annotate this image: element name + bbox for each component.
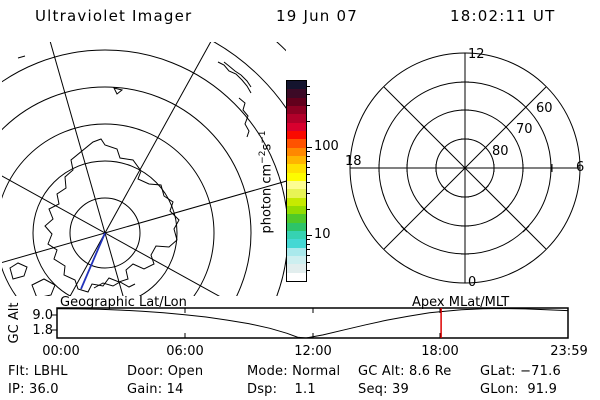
gc-alt-curve: [56, 307, 568, 339]
mlat-label-60: 60: [536, 101, 553, 116]
spacecraft-track-line: [80, 232, 106, 290]
header-time: 18:02:11 UT: [450, 7, 556, 25]
mlt-spoke-lines: [350, 53, 580, 283]
status-seq: Seq: 39: [358, 382, 409, 397]
geo-panel-caption: Geographic Lat/Lon: [60, 295, 187, 310]
latitude-circles: [2, 42, 286, 296]
mlt-label-0: 0: [468, 275, 476, 290]
colorbar-ticks: 100 10: [306, 80, 346, 285]
apex-polar-plot: 12 0 18 6 80 70 60: [345, 47, 584, 290]
status-gain: Gain: 14: [127, 382, 184, 397]
header-date: 19 Jun 07: [276, 7, 358, 25]
mlt-label-6: 6: [576, 160, 584, 175]
app-title: Ultraviolet Imager: [35, 7, 193, 25]
xtick-0000: 00:00: [42, 344, 79, 359]
mlat-label-70: 70: [516, 122, 533, 137]
xtick-0600: 06:00: [166, 344, 203, 359]
ytick-1-8: 1.8: [32, 323, 53, 338]
gc-alt-timeline: Geographic Lat/Lon Apex MLat/MLT GC Alt …: [7, 295, 588, 359]
mlat-label-80: 80: [492, 144, 509, 159]
apex-panel-caption: Apex MLat/MLT: [412, 295, 509, 310]
mlt-label-18: 18: [345, 154, 362, 169]
ytick-9: 9.0: [32, 308, 53, 323]
unit-text: photon cm: [259, 163, 275, 234]
status-glat: GLat: −71.6: [480, 364, 561, 379]
xtick-1800: 18:00: [421, 344, 458, 359]
timeline-ylabel: GC Alt: [7, 303, 22, 344]
status-filter: Flt: LBHL: [8, 364, 68, 379]
status-dsp: Dsp: 1.1: [247, 382, 316, 397]
geographic-map: [2, 42, 286, 296]
status-glon: GLon: 91.9: [480, 382, 558, 397]
unit-exponent: −1: [258, 130, 268, 144]
status-ip: IP: 36.0: [8, 382, 59, 397]
unit-exponent: −2: [258, 150, 268, 164]
colorbar: [286, 80, 307, 282]
meridian-lines: [2, 42, 286, 296]
status-door: Door: Open: [127, 364, 204, 379]
xtick-1200: 12:00: [294, 344, 331, 359]
status-mode: Mode: Normal: [247, 364, 341, 379]
unit-text: s: [259, 143, 275, 151]
colorbar-unit-label: photon cm−2s−1: [258, 82, 278, 282]
antarctica-coastline: [9, 55, 252, 296]
mlt-label-12: 12: [468, 47, 485, 62]
status-gc-alt: GC Alt: 8.6 Re: [358, 364, 452, 379]
mlat-tick-marks: [378, 81, 553, 255]
xtick-2359: 23:59: [550, 344, 587, 359]
